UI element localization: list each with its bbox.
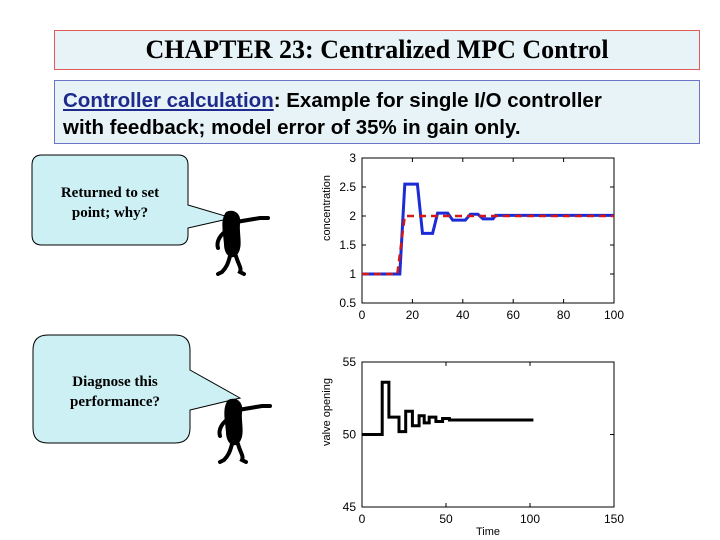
- figure-arm: [234, 216, 270, 224]
- title-banner: CHAPTER 23: Centralized MPC Control: [54, 30, 700, 70]
- x-tick-label: 80: [557, 308, 571, 322]
- figure-arm: [236, 404, 272, 412]
- figure-arm-back: [217, 416, 232, 438]
- subtitle-keyword: Controller calculation: [63, 89, 274, 112]
- page-title: CHAPTER 23: Centralized MPC Control: [145, 35, 609, 64]
- callout-diagnose-performance: Diagnose this performance?: [32, 334, 242, 444]
- x-tick-label: 20: [406, 308, 420, 322]
- x-axis-label: Time: [476, 526, 500, 538]
- y-tick-label: 55: [343, 355, 357, 369]
- y-tick-label: 1: [349, 267, 356, 281]
- stick-figure-pointing-2: [217, 398, 272, 464]
- callout-2-line-2: performance?: [70, 394, 160, 410]
- y-tick-label: 50: [343, 428, 357, 442]
- subtitle-line-1-rest: : Example for single I/O controller: [273, 89, 602, 112]
- y-tick-label: 1.5: [339, 238, 356, 252]
- figure-leg-right: [236, 442, 248, 464]
- x-tick-label: 40: [456, 308, 470, 322]
- callout-1-line-2: point; why?: [72, 205, 148, 221]
- y-axis-label: valve opening: [321, 378, 333, 446]
- valve-opening-chart: 45 50 55 0 50 100 150 valve opening Time: [321, 355, 624, 538]
- setpoint-series-line: [362, 214, 614, 276]
- response-series-line: [362, 380, 534, 436]
- callout-returned-to-setpoint: Returned to set point; why?: [31, 154, 234, 246]
- figure-leg-left: [216, 254, 232, 276]
- figure-arm-back: [215, 228, 230, 250]
- y-axis-label: concentration: [321, 175, 333, 241]
- x-tick-label: 150: [604, 512, 624, 526]
- x-tick-label: 0: [359, 512, 366, 526]
- speech-bubble-1: [31, 154, 234, 246]
- plot-area: [361, 157, 615, 304]
- concentration-chart: 0.5 1 1.5 2 2.5 3 0 20 40 60 80 100 concentration: [321, 151, 624, 322]
- speech-bubble-2: [32, 334, 242, 444]
- subtitle-line-2: with feedback; model error of 35% in gai…: [63, 116, 521, 139]
- figure-leg-right: [234, 254, 246, 276]
- plot-area: [361, 361, 615, 508]
- y-tick-label: 3: [349, 151, 356, 165]
- x-tick-label: 60: [507, 308, 521, 322]
- y-tick-label: 2: [349, 209, 356, 223]
- subtitle-line-1: Controller calculation: Example for sing…: [63, 87, 691, 114]
- y-tick-label: 2.5: [339, 180, 356, 194]
- stick-figure-pointing-1: [215, 210, 270, 276]
- x-tick-label: 50: [439, 512, 453, 526]
- subtitle-banner: Controller calculation: Example for sing…: [54, 80, 700, 144]
- callout-2-line-1: Diagnose this: [72, 374, 158, 390]
- x-tick-label: 100: [520, 512, 540, 526]
- response-series-line: [362, 182, 614, 276]
- x-tick-label: 100: [604, 308, 624, 322]
- y-tick-label: 45: [343, 500, 357, 514]
- callout-1-line-1: Returned to set: [61, 185, 159, 201]
- x-tick-label: 0: [359, 308, 366, 322]
- y-tick-label: 0.5: [339, 296, 356, 310]
- figure-leg-left: [218, 442, 234, 464]
